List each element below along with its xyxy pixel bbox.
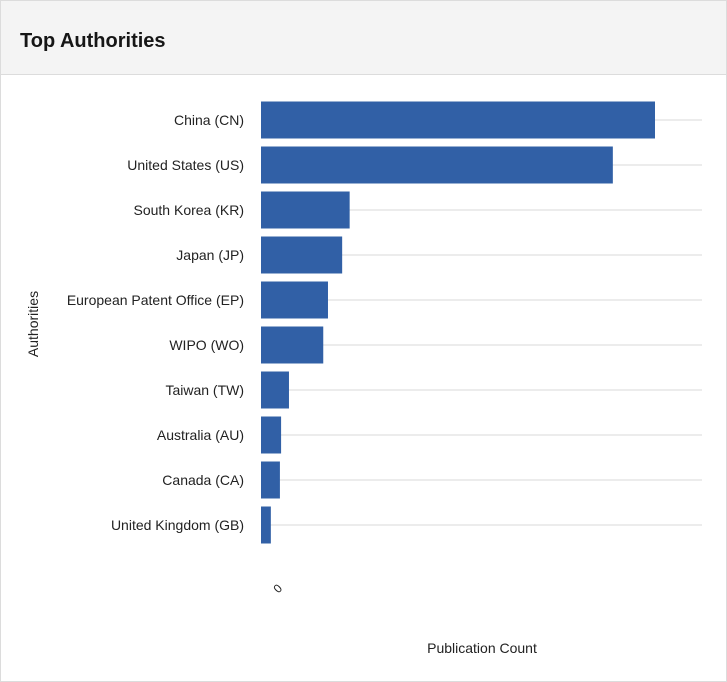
category-label-japan-jp: Japan (JP) [176,247,244,263]
category-label-wipo-wo: WIPO (WO) [169,337,244,353]
bar-australia-au[interactable] [261,416,282,454]
bar-canada-ca[interactable] [261,461,280,499]
bars [261,101,655,544]
bar-wipo-wo[interactable] [261,326,324,364]
category-label-australia-au: Australia (AU) [157,427,244,443]
y-axis-title: Authorities [25,291,41,357]
category-label-china-cn: China (CN) [174,112,244,128]
panel-header: Top Authorities [1,1,726,75]
category-labels: China (CN) United States (US) South Korea … [67,112,244,533]
category-label-canada-ca: Canada (CA) [162,472,244,488]
bar-china-cn[interactable] [261,101,655,139]
category-label-united-states-us: United States (US) [127,157,244,173]
bar-european-patent-office-ep[interactable] [261,281,328,319]
bar-united-states-us[interactable] [261,146,613,184]
bar-south-korea-kr[interactable] [261,191,350,229]
category-label-south-korea-kr: South Korea (KR) [134,202,245,218]
category-label-european-patent-office-ep: European Patent Office (EP) [67,292,244,308]
x-axis-title: Publication Count [427,640,537,656]
category-label-united-kingdom-gb: United Kingdom (GB) [111,517,244,533]
x-axis-ticks: 0 [270,581,285,596]
category-label-taiwan-tw: Taiwan (TW) [165,382,244,398]
panel-title: Top Authorities [20,30,166,52]
authorities-bar-chart: China (CN) United States (US) South Korea … [25,101,702,656]
x-tick-label-0: 0 [270,581,285,596]
bar-taiwan-tw[interactable] [261,371,289,409]
bar-japan-jp[interactable] [261,236,343,274]
bar-united-kingdom-gb[interactable] [261,506,271,544]
